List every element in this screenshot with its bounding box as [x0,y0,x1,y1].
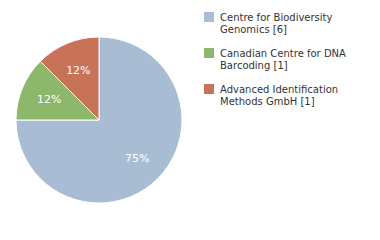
legend-swatch [204,48,214,58]
data-label: 75% [125,152,149,165]
slices [16,37,182,203]
data-label: 12% [37,93,61,106]
legend-label: Centre for BiodiversityGenomics [6] [220,12,333,35]
chart-container: 75% 12% 12% Centre for BiodiversityGenomics… [0,0,380,240]
data-labels: 75% 12% 12% [37,64,149,165]
pie-slice [40,37,99,120]
legend-label: Advanced IdentificationMethods GmbH [1] [220,84,338,107]
legend-swatch [204,12,214,22]
legend: Centre for BiodiversityGenomics [6] Canad… [204,12,346,107]
legend-label: Canadian Centre for DNABarcoding [1] [220,48,346,71]
chart: 75% 12% 12% Centre for BiodiversityGenomics… [0,0,380,240]
legend-swatch [204,84,214,94]
data-label: 12% [66,64,90,77]
pie-slice [16,37,182,203]
